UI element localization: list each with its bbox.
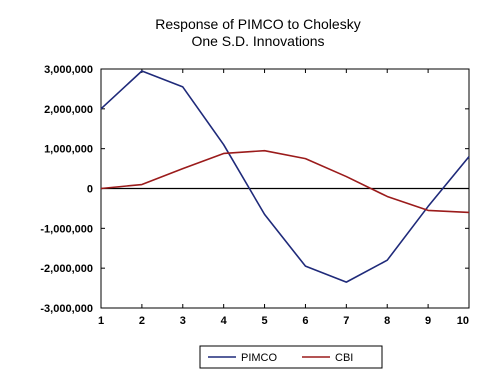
series-line-pimco [100,70,470,283]
x-tick-label: 5 [261,315,267,327]
legend: PIMCO CBI [199,345,383,369]
x-tick-label: 1 [98,315,104,327]
x-tick-label: 6 [302,315,308,327]
legend-label-pimco: PIMCO [241,352,278,364]
x-axis: 1 2 3 4 5 6 7 8 9 10 [98,69,470,327]
series-line-cbi [100,149,470,214]
y-tick-label: -1,000,000 [40,223,93,235]
x-tick-label: 2 [139,315,145,327]
legend-box [199,345,383,369]
x-tick-label: 10 [457,315,469,327]
x-tick-label: 9 [425,315,431,327]
x-tick-label: 3 [180,315,186,327]
chart-title-line-1: Response of PIMCO to Cholesky [155,16,360,32]
chart-title-line-2: One S.D. Innovations [191,33,324,49]
y-tick-label: 2,000,000 [44,104,93,116]
y-tick-label: 3,000,000 [44,64,93,76]
x-tick-label: 7 [343,315,349,327]
series-layer [100,70,470,283]
x-tick-label: 8 [384,315,390,327]
y-tick-label: 1,000,000 [44,144,93,156]
y-tick-label: 0 [87,184,93,196]
y-tick-label: -2,000,000 [40,263,93,275]
legend-label-cbi: CBI [335,352,353,364]
y-tick-label: -3,000,000 [40,303,93,315]
x-tick-label: 4 [221,315,228,327]
y-axis: 3,000,000 2,000,000 1,000,000 0 -1,000,000 -2… [40,64,469,315]
